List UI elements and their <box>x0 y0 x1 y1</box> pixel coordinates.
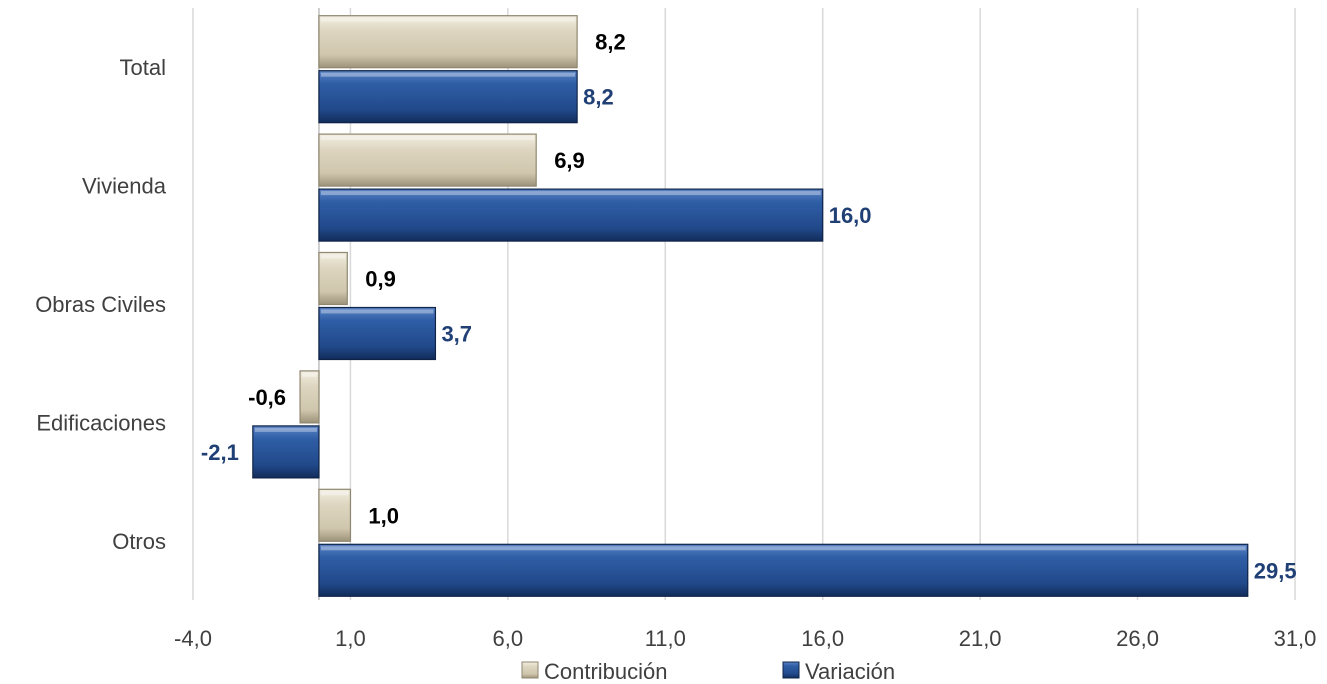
bar-highlight <box>254 427 317 432</box>
bar-highlight <box>320 491 349 496</box>
bar-variacion <box>318 70 578 124</box>
x-tick-label: 11,0 <box>645 626 686 651</box>
bar-highlight <box>320 254 346 259</box>
x-tick-label: 1,0 <box>335 626 366 651</box>
legend: Contribución Variación <box>521 659 895 684</box>
x-axis-tick-labels: -4,0 1,0 6,0 11,0 16,0 21,0 26,0 31,0 <box>174 626 1316 651</box>
bar-highlight <box>302 372 317 377</box>
data-label: 29,5 <box>1254 558 1297 583</box>
x-tick-label: 26,0 <box>1116 626 1159 651</box>
data-label: 8,2 <box>583 85 614 110</box>
category-label: Total <box>120 55 166 80</box>
data-label: -0,6 <box>248 385 286 410</box>
data-label: -2,1 <box>201 440 239 465</box>
category-label: Otros <box>112 529 166 554</box>
x-tick-label: -4,0 <box>174 626 212 651</box>
data-label: 3,7 <box>441 322 472 347</box>
category-label: Vivienda <box>82 174 167 199</box>
bars <box>252 15 1249 597</box>
bar-highlight <box>320 136 535 141</box>
bar-variacion <box>318 543 1249 597</box>
bar-highlight <box>320 309 434 314</box>
bar-variacion <box>252 425 320 479</box>
legend-swatch <box>521 661 539 679</box>
category-label: Edificaciones <box>36 410 166 435</box>
bar-contribucion <box>318 488 352 542</box>
legend-swatch <box>782 661 800 679</box>
x-tick-label: 31,0 <box>1274 626 1317 651</box>
data-label: 6,9 <box>554 148 585 173</box>
data-label: 8,2 <box>595 30 626 55</box>
bar-highlight <box>320 191 821 196</box>
bar-contribucion <box>299 370 320 424</box>
data-label: 0,9 <box>365 267 396 292</box>
x-tick-label: 16,0 <box>801 626 844 651</box>
category-labels: Total Vivienda Obras Civiles Edificaciones O… <box>35 55 167 554</box>
x-tick-label: 6,0 <box>493 626 524 651</box>
data-label: 16,0 <box>829 203 872 228</box>
data-label: 1,0 <box>368 503 399 528</box>
bar-contribucion <box>318 251 348 306</box>
bar-contribucion <box>318 15 578 69</box>
bar-highlight <box>320 546 1246 551</box>
bar-variacion <box>318 306 437 361</box>
legend-label: Variación <box>805 659 895 684</box>
bar-contribucion <box>318 133 537 187</box>
bar-highlight <box>320 17 576 22</box>
bar-highlight <box>320 72 576 77</box>
category-label: Obras Civiles <box>35 292 166 317</box>
legend-label: Contribución <box>544 659 668 684</box>
value-labels: 8,2 8,2 6,9 16,0 0,9 3,7 -0,6 -2,1 1,0 29,5 <box>201 30 1297 584</box>
x-tick-label: 21,0 <box>959 626 1002 651</box>
bar-variacion <box>318 188 824 242</box>
